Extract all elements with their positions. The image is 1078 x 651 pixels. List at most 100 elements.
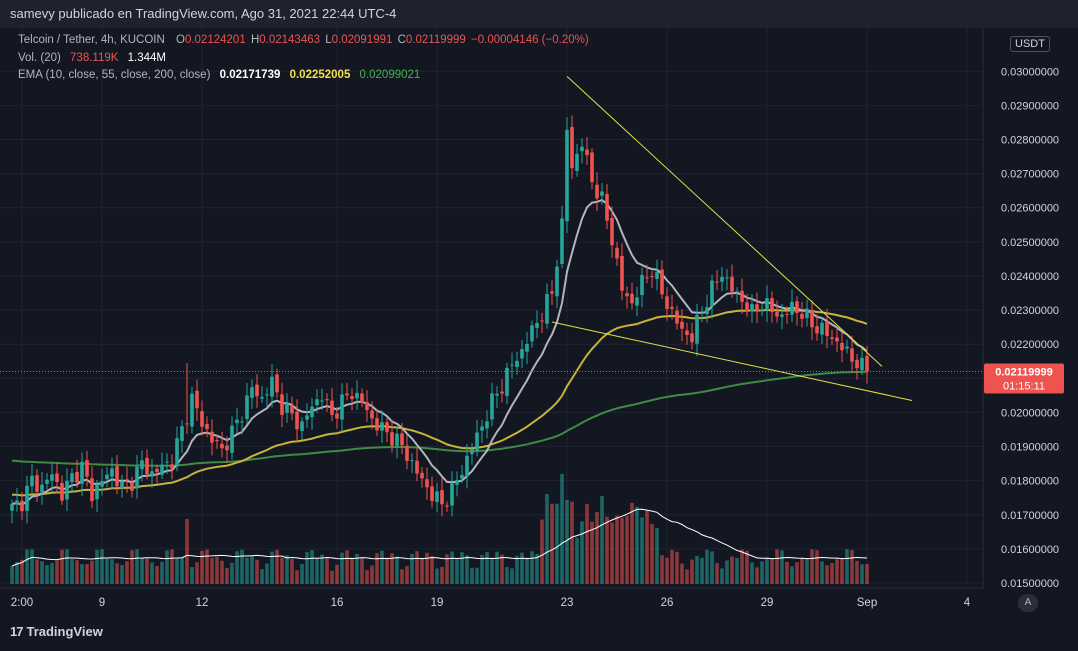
- volume-bar: [810, 549, 814, 584]
- candle-body: [635, 297, 639, 306]
- candle-body: [300, 421, 304, 431]
- candle-body: [530, 325, 534, 342]
- candle-body: [535, 323, 539, 328]
- time-tick-label: 29: [761, 597, 774, 609]
- volume-bar: [325, 558, 329, 584]
- price-tick-label: 0.02000000: [1001, 407, 1059, 419]
- candle-body: [505, 367, 509, 396]
- volume-bar: [405, 566, 409, 584]
- volume-bar: [775, 549, 779, 584]
- volume-bar: [510, 568, 514, 584]
- volume-bar: [105, 558, 109, 584]
- candle-body: [810, 309, 814, 328]
- candle-body: [510, 364, 514, 366]
- volume-bar: [240, 549, 244, 584]
- volume-bar: [820, 561, 824, 584]
- volume-bar: [665, 557, 669, 584]
- volume-bar: [815, 550, 819, 584]
- volume-bar: [235, 551, 239, 584]
- volume-bar: [50, 563, 54, 584]
- candle-body: [830, 337, 834, 339]
- candle-body: [255, 384, 259, 397]
- candle-body: [125, 479, 129, 481]
- candle-body: [555, 266, 559, 297]
- candle-body: [720, 276, 724, 282]
- candle-body: [850, 348, 854, 362]
- candle-body: [245, 395, 249, 419]
- candle-body: [795, 301, 799, 314]
- ema-layer: [11, 198, 868, 506]
- candle-body: [490, 393, 494, 420]
- volume-bar: [60, 549, 64, 584]
- trendline: [551, 321, 913, 401]
- candle-body: [835, 337, 839, 342]
- candle-body: [425, 479, 429, 488]
- tradingview-logo[interactable]: 17 TradingView: [10, 624, 103, 639]
- candle-body: [625, 293, 629, 297]
- volume-bar: [390, 553, 394, 584]
- candle-body: [495, 393, 499, 396]
- candle-body: [860, 357, 864, 371]
- price-tick-label: 0.02800000: [1001, 135, 1059, 147]
- candle-body: [590, 152, 594, 183]
- volume-bar: [475, 567, 479, 584]
- candle-body: [790, 301, 794, 315]
- volume-bar: [740, 549, 744, 584]
- candle-body: [465, 455, 469, 477]
- legend-ema: EMA (10, close, 55, close, 200, close) 0…: [18, 69, 422, 81]
- chart-svg[interactable]: 0.01500000 0.01600000 0.01700000 0.01800000…: [0, 28, 1078, 614]
- volume-bar: [85, 564, 89, 584]
- time-tick-label: 19: [431, 597, 444, 609]
- candle-body: [760, 310, 764, 312]
- volume-bar: [135, 549, 139, 584]
- candle-body: [335, 413, 339, 419]
- candle-body: [480, 426, 484, 431]
- volume-bar: [660, 555, 664, 584]
- candle-body: [25, 485, 29, 511]
- price-tick-label: 0.02200000: [1001, 339, 1059, 351]
- candle-body: [260, 397, 264, 399]
- candle-body: [670, 306, 674, 309]
- legend-close-label: C: [397, 34, 406, 46]
- volume-bar: [170, 549, 174, 584]
- volume-bar: [615, 515, 619, 584]
- candle-body: [215, 440, 219, 442]
- candle-body: [70, 473, 74, 483]
- price-tick-label: 0.01800000: [1001, 476, 1059, 488]
- volume-bar: [730, 556, 734, 584]
- volume-bar: [250, 556, 254, 584]
- volume-bar: [285, 555, 289, 584]
- volume-bar: [70, 559, 74, 584]
- volume-bar: [700, 557, 704, 584]
- volume-bar: [185, 519, 189, 584]
- volume-layer: [10, 474, 869, 584]
- candle-body: [110, 468, 114, 477]
- price-tick-label: 0.01600000: [1001, 544, 1059, 556]
- candle-body: [680, 321, 684, 329]
- volume-bar: [330, 570, 334, 584]
- volume-bar: [345, 550, 349, 584]
- candle-body: [205, 424, 209, 430]
- volume-bar: [705, 549, 709, 584]
- volume-bar: [400, 569, 404, 584]
- volume-bar: [140, 558, 144, 584]
- candle-body: [330, 400, 334, 415]
- volume-bar: [845, 549, 849, 584]
- currency-button[interactable]: USDT: [1010, 36, 1050, 52]
- volume-bar: [675, 551, 679, 584]
- volume-bar: [490, 557, 494, 584]
- chart-frame[interactable]: 0.01500000 0.01600000 0.01700000 0.01800000…: [0, 28, 1078, 614]
- legend-ohlc: Telcoin / Tether, 4h, KUCOIN O0.02124201…: [18, 34, 591, 46]
- volume-bar: [420, 557, 424, 584]
- volume-bar: [550, 503, 554, 584]
- candle-body: [540, 320, 544, 322]
- candle-body: [375, 418, 379, 431]
- auto-scale-button[interactable]: A: [1018, 594, 1038, 612]
- grid-layer: [0, 28, 983, 586]
- candle-body: [780, 314, 784, 317]
- candle-body: [570, 127, 574, 169]
- candle-body: [420, 472, 424, 479]
- candle-body: [410, 460, 414, 462]
- volume-bar: [590, 521, 594, 584]
- volume-bar: [575, 537, 579, 584]
